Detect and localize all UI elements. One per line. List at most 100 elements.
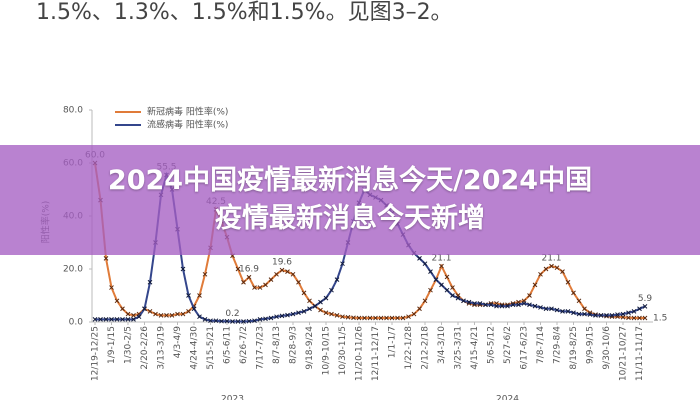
legend-label: 新冠病毒 阳性率(%)	[147, 106, 228, 118]
point-marker	[444, 274, 450, 280]
point-marker	[637, 315, 642, 321]
point-marker	[351, 315, 356, 321]
point-marker	[252, 318, 257, 324]
point-marker	[268, 277, 274, 282]
point-marker	[642, 315, 648, 321]
x-tick-label: 7/17-7/23	[256, 326, 266, 370]
x-tick-label: 4/3-4/9	[173, 326, 183, 358]
point-marker	[92, 316, 98, 322]
point-marker	[565, 279, 571, 285]
point-marker	[263, 316, 268, 322]
x-tick-label: 7/29-8/4	[553, 326, 563, 364]
point-marker	[290, 271, 296, 277]
point-marker	[631, 315, 637, 321]
point-marker	[626, 315, 631, 321]
point-marker	[340, 314, 345, 320]
point-marker	[565, 309, 571, 314]
point-marker	[279, 267, 285, 273]
point-marker	[180, 311, 186, 317]
x-tick-label: 2/12-2/18	[421, 326, 431, 370]
point-marker	[224, 318, 230, 324]
point-marker	[131, 313, 136, 318]
point-marker	[109, 316, 114, 322]
point-marker	[230, 319, 235, 324]
banner: 2024中国疫情最新消息今天/2024中国 疫情最新消息今天新增	[0, 145, 700, 255]
point-marker	[153, 311, 158, 317]
point-marker	[516, 302, 521, 308]
point-marker	[626, 310, 631, 316]
point-marker	[543, 306, 549, 312]
point-marker	[329, 311, 334, 317]
point-marker	[549, 263, 554, 269]
point-marker	[125, 316, 131, 322]
point-marker	[136, 314, 142, 320]
point-marker	[175, 311, 180, 317]
point-marker	[532, 282, 538, 288]
point-marker	[527, 293, 532, 298]
banner-line: 2024中国疫情最新消息今天/2024中国	[107, 165, 593, 196]
point-marker	[598, 313, 604, 318]
point-marker	[571, 290, 576, 296]
point-marker	[538, 271, 543, 277]
point-marker	[367, 315, 373, 321]
point-marker	[147, 279, 153, 285]
x-tick-label: 2/20-2/26	[140, 326, 150, 370]
point-marker	[554, 265, 560, 271]
point-marker	[587, 312, 593, 317]
point-marker	[521, 301, 527, 306]
point-marker	[560, 309, 565, 314]
point-marker	[334, 277, 340, 282]
point-marker	[417, 306, 422, 312]
x-tick-label: 5/27-6/2	[503, 326, 513, 364]
x-tick-label: 1/1-1/7	[388, 326, 398, 358]
point-marker	[582, 306, 587, 312]
point-marker	[301, 290, 307, 296]
x-tick-label: 9/9-9/15	[586, 326, 596, 364]
point-marker	[147, 309, 153, 314]
point-marker	[406, 314, 411, 320]
point-marker	[197, 314, 202, 320]
x-tick-label: 6/5-6/11	[223, 326, 233, 364]
value-label: 16.9	[239, 265, 259, 275]
x-tick-label: 5/15-5/21	[206, 326, 216, 370]
point-marker	[466, 299, 472, 305]
point-marker	[527, 302, 532, 308]
point-marker	[158, 313, 164, 318]
point-marker	[417, 256, 422, 261]
y-tick-label: 0.0	[69, 318, 84, 328]
point-marker	[340, 261, 345, 267]
point-marker	[373, 315, 378, 321]
point-marker	[428, 269, 433, 275]
point-marker	[532, 303, 538, 309]
point-marker	[422, 261, 428, 267]
point-marker	[499, 303, 505, 309]
point-marker	[213, 318, 219, 324]
point-marker	[428, 287, 433, 293]
point-marker	[576, 311, 582, 317]
x-tick-label: 4/24-4/30	[190, 326, 200, 370]
point-marker	[318, 299, 323, 305]
point-marker	[307, 306, 312, 312]
legend-label: 流感病毒 阳性率(%)	[147, 119, 228, 131]
value-label: 21.1	[431, 254, 451, 264]
x-tick-label: 3/13-3/19	[157, 326, 167, 370]
x-tick-label: 6/17-6/23	[520, 326, 530, 370]
point-marker	[554, 307, 560, 313]
point-marker	[164, 313, 169, 318]
point-marker	[593, 313, 598, 318]
point-marker	[334, 313, 340, 318]
point-marker	[323, 310, 329, 316]
point-marker	[318, 307, 323, 313]
point-marker	[241, 279, 246, 285]
point-marker	[285, 269, 290, 275]
point-marker	[384, 315, 389, 321]
point-marker	[510, 302, 516, 308]
point-marker	[323, 295, 329, 301]
x-tick-label: 3/4-3/10	[437, 326, 447, 364]
point-marker	[235, 266, 241, 272]
x-tick-label: 11/11-11/17	[635, 326, 645, 381]
point-marker	[362, 315, 367, 321]
x-tick-label: 10/9-10/15	[322, 326, 332, 375]
x-tick-label: 11/20-11/26	[355, 326, 365, 381]
point-marker	[125, 311, 131, 317]
